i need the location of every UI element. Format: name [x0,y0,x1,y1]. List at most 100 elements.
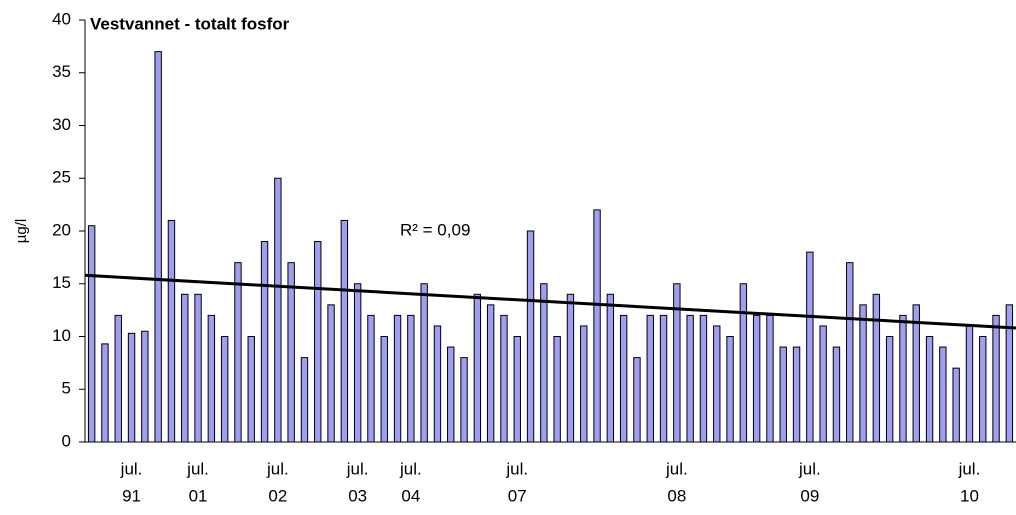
x-tick-label: jul. [665,459,688,478]
bar [234,262,242,443]
bar [739,283,748,443]
bar [872,293,881,443]
bar [885,336,894,443]
bar [752,314,761,443]
bar [141,330,149,443]
bar [393,314,402,443]
trendline [84,273,1016,330]
bar [154,51,162,443]
bar [327,304,335,443]
bar [925,336,934,443]
bar [819,325,827,443]
x-tick-label: 91 [122,486,141,505]
x-tick-label: jul. [958,459,981,478]
bar [407,314,415,443]
x-tick-label: 04 [401,486,420,505]
bar [939,346,947,443]
x-tick-label: 02 [268,486,287,505]
bar [899,314,907,443]
bar [500,314,508,443]
bar [473,293,482,443]
bar [606,293,615,443]
bar [167,219,176,443]
bar [114,314,122,443]
bar [566,293,575,443]
y-tick-label: 30 [52,115,71,134]
bar [220,336,229,443]
bar [726,336,734,443]
x-tick-label: 07 [508,486,527,505]
bar [181,293,189,443]
bar [353,283,362,443]
bar [207,314,216,443]
bar [127,332,136,443]
bar [633,357,641,443]
x-tick-label: jul. [266,459,289,478]
y-tick-label: 0 [62,431,71,450]
bar [274,177,282,443]
bar [832,346,841,443]
x-tick-label: jul. [346,459,369,478]
x-tick-label: jul. [798,459,821,478]
x-tick-label: jul. [120,459,143,478]
y-tick-label: 25 [52,168,71,187]
bar [806,251,814,443]
x-tick-label: 10 [960,486,979,505]
bar [367,314,375,443]
bar [659,314,668,443]
y-tick-label: 35 [52,62,71,81]
bar [340,219,349,443]
bar [646,314,654,443]
bar [952,367,960,443]
bar [87,225,96,443]
y-axis-label: µg/l [13,219,30,244]
chart-title: Vestvannet - totalt fosfor [90,14,290,33]
bar [686,314,694,443]
bar [447,346,455,443]
y-tick-label: 20 [52,220,71,239]
bar [766,314,774,443]
annotation: R² = 0,09 [400,220,470,239]
bar [1005,304,1014,443]
bar [513,336,521,443]
bar [314,241,322,443]
bar [792,346,801,443]
bar [553,336,561,443]
y-tick-label: 15 [52,273,71,292]
bar [580,325,588,443]
bar [912,304,920,443]
bar [779,346,787,443]
bar [859,304,867,443]
y-tick-label: 40 [52,9,71,28]
y-tick-label: 10 [52,326,71,345]
bar [300,357,309,443]
bar [619,314,628,443]
bar [194,293,202,443]
bar [247,336,255,443]
bar [992,314,1000,443]
bar [965,325,974,443]
bar [101,343,109,443]
bar [486,304,495,443]
x-tick-label: 09 [800,486,819,505]
bar [713,325,721,443]
x-tick-label: jul. [186,459,209,478]
bar [846,262,854,443]
bar [287,262,295,443]
bar [460,357,468,443]
bar [380,336,388,443]
bar [433,325,442,443]
x-tick-label: jul. [399,459,422,478]
x-tick-label: 03 [348,486,367,505]
x-tick-label: 01 [189,486,208,505]
x-tick-label: 08 [667,486,686,505]
bar [540,283,548,443]
bar [699,314,708,443]
bar [420,283,428,443]
bar [260,241,269,443]
bar [526,230,535,443]
x-tick-label: jul. [505,459,528,478]
y-tick-label: 5 [62,379,71,398]
bar [979,336,987,443]
